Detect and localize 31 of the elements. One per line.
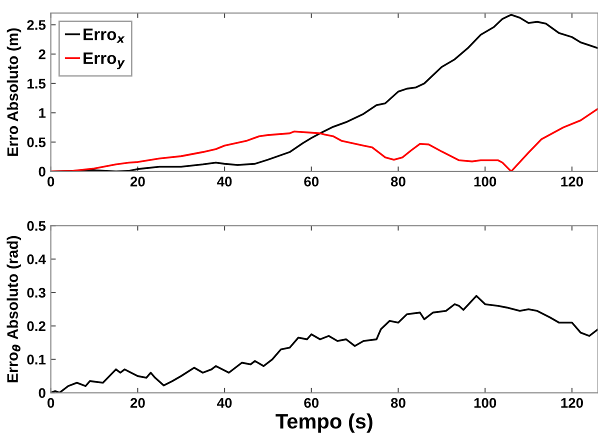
y-tick-label: 2.5 bbox=[27, 20, 46, 30]
x-tick-label: 0 bbox=[48, 398, 54, 408]
y-tick-label: 0.3 bbox=[27, 288, 46, 298]
y-tick-label: 1 bbox=[39, 108, 46, 118]
x-tick-label: 40 bbox=[217, 398, 232, 408]
x-axis-title: Tempo (s) bbox=[276, 413, 372, 433]
y-tick-label: 0.4 bbox=[27, 254, 46, 264]
y-tick-label: 0.2 bbox=[27, 321, 46, 332]
y-tick-label: 1.5 bbox=[28, 78, 46, 89]
x-tick-label: 120 bbox=[561, 398, 583, 408]
y-axis-title: Erro Absoluto (m) bbox=[6, 28, 22, 156]
x-tick-label: 100 bbox=[474, 398, 496, 408]
x-tick-label: 100 bbox=[474, 176, 496, 186]
y-tick-label: 0.5 bbox=[27, 137, 46, 148]
y-tick-label: 0.1 bbox=[27, 354, 46, 365]
y-tick-label: 0.5 bbox=[27, 221, 46, 231]
x-tick-label: 20 bbox=[130, 176, 145, 186]
x-tick-label: 0 bbox=[48, 176, 54, 186]
y-tick-label: 0 bbox=[38, 388, 46, 398]
y-tick-label: 2 bbox=[38, 49, 46, 60]
x-tick-label: 80 bbox=[390, 398, 406, 408]
legend-label: Erro$_{y}$ bbox=[84, 52, 125, 70]
x-tick-label: 20 bbox=[130, 398, 145, 408]
x-tick-label: 60 bbox=[304, 398, 319, 408]
y-axis-title: Erro$_{θ}$ Absoluto (rad) bbox=[6, 236, 21, 382]
x-tick-label: 80 bbox=[390, 176, 406, 186]
x-tick-label: 40 bbox=[217, 176, 232, 186]
y-tick-label: 0 bbox=[38, 166, 46, 177]
x-tick-label: 60 bbox=[304, 176, 319, 186]
x-tick-label: 120 bbox=[561, 176, 583, 186]
legend-label: Erro$_{x}$ bbox=[84, 28, 125, 43]
